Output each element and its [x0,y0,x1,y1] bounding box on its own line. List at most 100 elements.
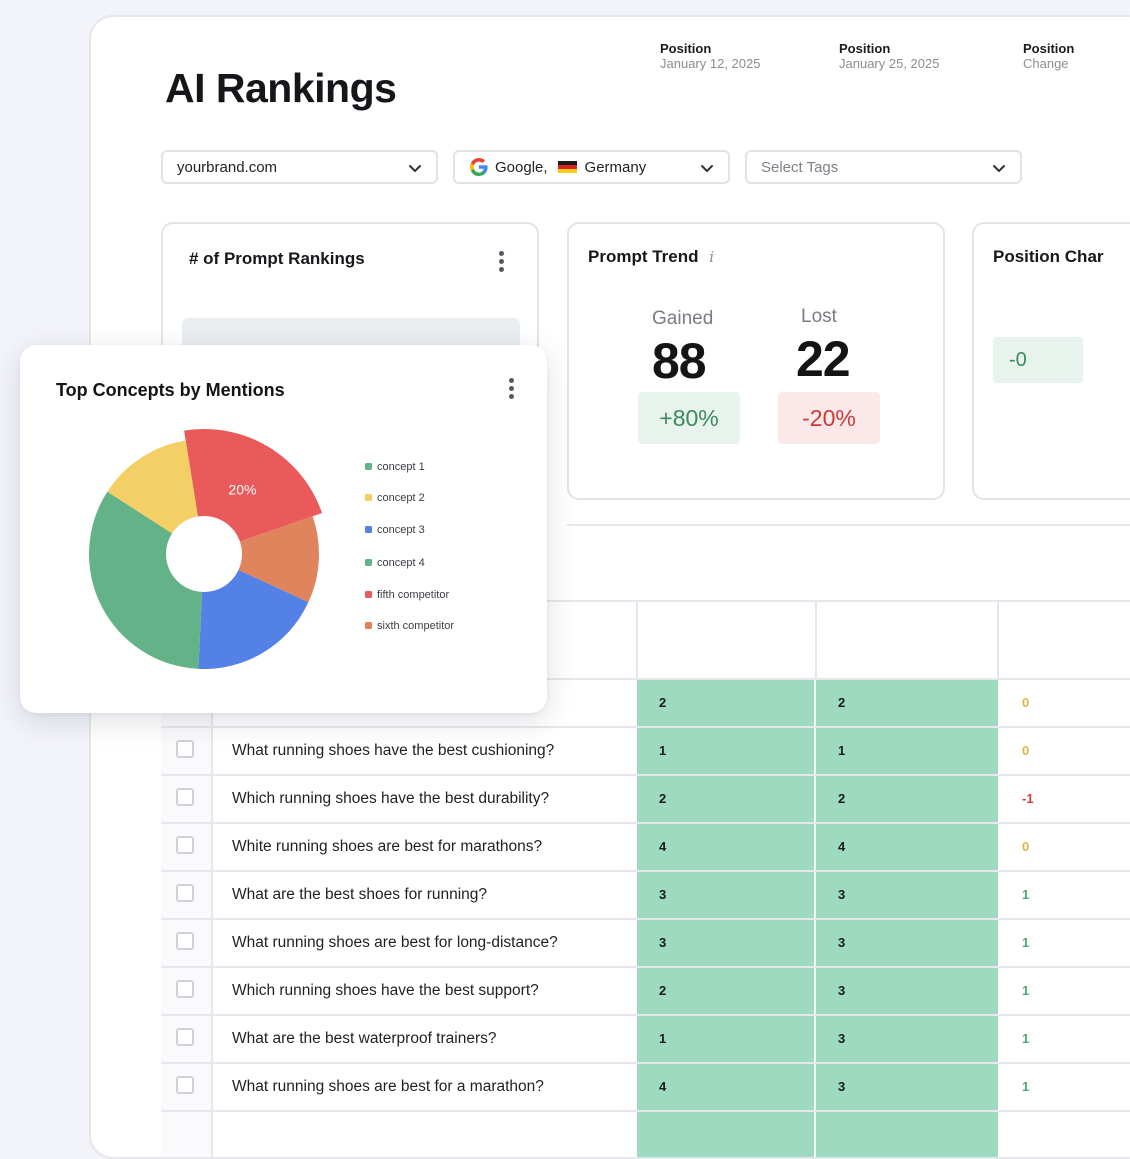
legend-swatch [365,559,372,566]
legend-swatch [365,494,372,501]
prompt-trend-card: Prompt Trend i Gained 88 +80% Lost 22 -2… [567,222,945,500]
legend-label: concept 2 [377,492,425,504]
legend-label: concept 1 [377,461,425,473]
table-row [161,1110,1130,1157]
chevron-down-icon [409,165,421,172]
prompt-question: What running shoes are best for long-dis… [232,934,558,951]
chevron-down-icon [701,165,713,172]
gained-label: Gained [652,308,714,329]
germany-flag-icon [557,160,577,174]
position-change-cell: 1 [1022,983,1030,998]
checkbox-cell [161,1064,213,1110]
table-row[interactable]: White running shoes are best for maratho… [161,822,1130,870]
table-row[interactable]: What are the best shoes for running? 3 3 1 [161,870,1130,918]
legend-item[interactable]: concept 2 [365,492,425,504]
position-jan25-cell: 3 [816,872,998,918]
checkbox-cell [161,968,213,1014]
position-jan12-cell: 2 [637,776,816,822]
position-jan12-cell: 4 [637,824,816,870]
position-change-cell: -1 [1022,791,1034,806]
position-change-cell: 0 [1022,743,1030,758]
table-row[interactable]: What running shoes are best for long-dis… [161,918,1130,966]
position-change-value: -0 [993,337,1083,383]
table-row[interactable]: What are the best waterproof trainers? 1 3… [161,1014,1130,1062]
checkbox-cell [161,776,213,822]
domain-select[interactable]: yourbrand.com [161,150,438,184]
card-title-text: Prompt Trend [588,247,699,266]
checkbox-cell [161,824,213,870]
card-title: Prompt Trend i [588,247,714,267]
legend-item[interactable]: concept 4 [365,557,425,569]
column-header-position-jan25[interactable]: Position January 25, 2025 [817,17,997,95]
row-checkbox[interactable] [176,788,194,806]
table-row[interactable]: Which running shoes have the best suppor… [161,966,1130,1014]
position-jan25-cell: 3 [816,1016,998,1062]
position-jan12-cell: 4 [637,1064,816,1110]
header-label: Position [660,41,712,56]
info-icon[interactable]: i [709,248,715,266]
engine-country-select[interactable]: Google, Germany [453,150,730,184]
prompt-question: What are the best shoes for running? [232,886,488,903]
checkbox-cell [161,920,213,966]
table-border [636,600,638,678]
checkbox-cell [161,1112,213,1157]
legend-label: concept 4 [377,557,425,569]
row-checkbox[interactable] [176,980,194,998]
row-checkbox[interactable] [176,884,194,902]
table-row[interactable]: What running shoes have the best cushion… [161,726,1130,774]
table-row[interactable]: What running shoes are best for a marath… [161,1062,1130,1110]
more-options-icon[interactable] [499,251,505,275]
google-icon [469,157,488,177]
prompt-question: Which running shoes have the best durabi… [232,790,550,807]
row-checkbox[interactable] [176,836,194,854]
position-jan12-cell: 2 [637,680,816,726]
row-checkbox[interactable] [176,740,194,758]
more-options-icon[interactable] [509,378,515,402]
card-title: # of Prompt Rankings [189,249,365,268]
lost-value: 22 [796,331,851,387]
position-jan25-cell: 2 [816,680,998,726]
domain-select-value: yourbrand.com [177,158,278,176]
legend-swatch [365,591,372,598]
checkbox-cell [161,1016,213,1062]
tags-select-placeholder: Select Tags [761,158,839,176]
section-divider [567,524,1130,526]
tags-select[interactable]: Select Tags [745,150,1022,184]
header-sub: January 12, 2025 [660,56,761,71]
legend-item[interactable]: concept 3 [365,524,425,536]
table-row[interactable]: Which running shoes have the best durabi… [161,774,1130,822]
position-change-cell: 0 [1022,695,1030,710]
pie-slice-sixth-competitor[interactable] [204,516,319,603]
page-title: AI Rankings [165,65,397,111]
top-concepts-card: Top Concepts by Mentions 20% concept 1 co… [20,345,547,713]
gained-change-badge: +80% [638,392,740,444]
position-jan12-cell [637,1112,816,1157]
donut-hole [166,516,242,592]
row-checkbox[interactable] [176,932,194,950]
table-border [997,600,999,678]
position-jan25-cell: 1 [816,728,998,774]
table-border [815,600,817,678]
gained-value: 88 [652,333,707,389]
lost-change-badge: -20% [778,392,880,444]
position-change-cell: 1 [1022,1031,1030,1046]
position-jan25-cell: 2 [816,776,998,822]
position-jan25-cell: 3 [816,1064,998,1110]
header-label: Position [1023,41,1075,56]
header-sub: January 25, 2025 [839,56,940,71]
position-change-cell: 0 [1022,839,1030,854]
column-header-position-change[interactable]: Position Change [1001,17,1130,95]
country-value: Germany [584,158,647,176]
legend-item[interactable]: fifth competitor [365,589,449,601]
lost-label: Lost [801,306,837,327]
pie-card-title: Top Concepts by Mentions [56,380,285,400]
legend-label: concept 3 [377,524,425,536]
legend-swatch [365,463,372,470]
prompt-question: White running shoes are best for maratho… [232,838,543,855]
legend-item[interactable]: sixth competitor [365,620,454,632]
row-checkbox[interactable] [176,1076,194,1094]
column-header-position-jan12[interactable]: Position January 12, 2025 [638,17,815,95]
legend-item[interactable]: concept 1 [365,461,425,473]
header-sub: Change [1023,56,1069,71]
row-checkbox[interactable] [176,1028,194,1046]
